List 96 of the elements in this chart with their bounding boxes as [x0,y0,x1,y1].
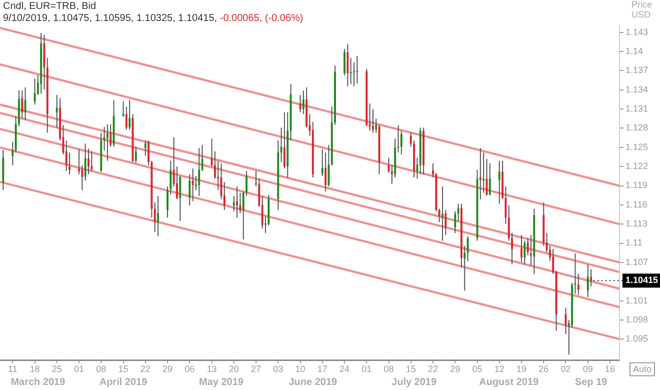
candlestick [552,248,554,274]
candlestick [134,146,137,164]
x-tick-label: 22 [428,364,438,374]
y-tick-label: 1.095 [625,334,648,344]
candlestick [586,264,589,298]
y-axis-title: Price USD [631,0,652,20]
y-tick-label: 1.125 [625,142,648,152]
x-tick-label: 29 [450,364,460,374]
x-tick-label: 13 [206,364,217,374]
y-tick-label: 1.131 [625,104,648,114]
x2-tick-label: July 2019 [392,376,437,388]
x-tick-label: 20 [228,364,239,374]
candlestick [232,195,235,212]
x-tick-label: 19 [516,364,527,374]
candlestick [344,48,346,76]
candlestick [188,174,191,206]
x-tick-label: 16 [604,364,616,374]
candlestick [324,152,327,192]
x-tick-label: 27 [251,364,262,374]
chart-subtitle: 9/10/2019, 1.10475, 1.10595, 1.10325, 1.10415, -0.00065, (-0.06%) [3,12,304,24]
x-tick-label: 18 [30,364,40,374]
chart-title: Cndl, EUR=TRB, Bid [3,0,96,12]
x-tick-label: 03 [273,364,284,374]
x-tick-label: 17 [317,364,328,374]
candlestick [590,268,592,287]
candlestick [128,100,131,130]
x2-tick-label: March 2019 [10,376,66,388]
x-tick-label: 25 [52,364,62,374]
x-tick-label: 26 [538,364,549,374]
candlestick [223,181,226,211]
x-tick-label: 15 [406,364,416,374]
candlestick [283,112,286,169]
candlestick [488,162,491,196]
x2-tick-label: June 2019 [288,376,338,388]
candlestick [90,150,93,172]
x-tick-label: 24 [340,364,350,374]
candlestick [56,94,58,128]
candlestick [530,234,532,266]
candlestick [498,160,500,204]
x-tick-label: 08 [384,364,394,374]
candlestick [122,100,124,118]
text: Auto [632,364,652,374]
x2-tick-label: April 2019 [99,376,148,388]
annotation: 1.10415 [625,275,658,286]
x-tick-label: 12 [494,364,504,374]
y-tick-label: 1.107 [625,256,648,267]
candlestick [302,90,304,115]
candlestick [454,210,456,234]
candlestick [88,148,90,175]
y-tick-label: 1.134 [625,84,648,94]
y-tick-label: 1.143 [625,26,648,37]
candlestick [346,43,349,87]
candlestick [192,168,194,202]
y-tick-label: 1.098 [625,314,648,324]
y-tick-label: 1.122 [625,161,648,172]
x-tick-label: 02 [560,364,571,374]
y-tick-label: 1.101 [625,295,648,306]
x-tick-label: 01 [362,364,372,374]
y-tick-label: 1.11 [625,238,642,248]
candlestick [350,57,352,85]
x-tick-label: 22 [140,364,150,374]
x-tick-label: 08 [96,364,106,374]
x2-tick-label: May 2019 [199,376,244,388]
y-tick-label: 1.128 [625,122,648,133]
candlestick [577,273,580,296]
candlestick [24,86,26,120]
candlestick [144,140,146,156]
candlestick [236,186,238,218]
candlestick [442,186,444,242]
candlestick [12,141,14,166]
x-tick-label: 11 [8,364,18,374]
y-tick-label: 1.137 [625,65,648,76]
candlestick [400,130,402,155]
x-tick-label: 05 [472,364,482,374]
y-tick-label: 1.14 [625,46,644,56]
y-tick-label: 1.113 [625,218,648,229]
candlestick [106,124,108,162]
candlestick [520,234,522,263]
x-tick-label: 15 [118,364,128,374]
y-tick-label: 1.116 [625,199,648,210]
candlestick [157,195,160,237]
candlestick [198,148,200,196]
candlestick [65,140,68,172]
x-tick-label: 10 [295,364,306,374]
candlestick [201,144,204,172]
x-tick-label: 06 [184,364,195,374]
x-tick-label: 09 [582,364,593,374]
candlestick [356,56,358,84]
candlestick [457,203,460,222]
x-tick-label: 29 [162,364,173,374]
candlestick [84,143,86,182]
candlestick [321,148,324,177]
x2-tick-label: Sep 19 [574,376,608,388]
y-tick-label: 1.119 [625,180,648,190]
x-tick-label: 01 [74,364,84,374]
x2-tick-label: August 2019 [479,376,540,388]
